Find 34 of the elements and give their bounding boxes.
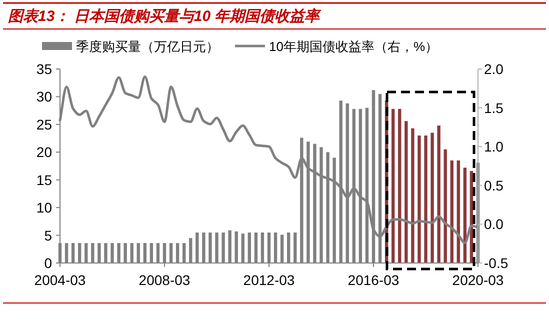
y2-tick-label: 0.0 <box>484 216 504 232</box>
bar <box>450 160 454 263</box>
bar <box>444 149 447 263</box>
bar <box>398 108 402 263</box>
x-tick-label: 2016-03 <box>348 272 400 288</box>
bar <box>437 126 440 263</box>
y2-tick-label: 1.0 <box>484 138 504 155</box>
bar <box>463 168 467 263</box>
y2-tick-label: 1.5 <box>484 100 504 116</box>
bar <box>424 136 428 263</box>
y-tick-label: 20 <box>36 144 52 160</box>
y2-tick-label: -0.5 <box>484 255 508 271</box>
chart-title: 图表13： 日本国债购买量与10 年期国债收益率 <box>8 7 322 25</box>
x-tick-label: 2004-03 <box>34 272 86 288</box>
y-tick-label: 30 <box>36 88 52 105</box>
x-tick-label: 2012-03 <box>243 272 295 288</box>
bar <box>411 128 414 263</box>
bar <box>404 121 408 263</box>
bar <box>418 136 421 263</box>
y-tick-label: 35 <box>36 61 52 77</box>
y-tick-label: 0 <box>44 255 52 271</box>
y-tick-label: 25 <box>36 116 52 132</box>
bar <box>456 160 460 263</box>
legend-label: 季度购买量（万亿日元） <box>76 39 219 54</box>
x-tick-label: 2020-03 <box>452 272 504 288</box>
y-tick-label: 10 <box>36 200 52 216</box>
bar <box>430 132 434 263</box>
y-tick-label: 5 <box>44 227 52 244</box>
legend-label: 10年期国债收益率（右，%） <box>269 39 438 54</box>
x-tick-label: 2008-03 <box>138 272 190 288</box>
bar <box>391 108 395 263</box>
y2-tick-label: 2.0 <box>484 61 504 77</box>
y2-tick-label: 0.5 <box>484 177 504 194</box>
y-tick-label: 15 <box>36 172 52 188</box>
